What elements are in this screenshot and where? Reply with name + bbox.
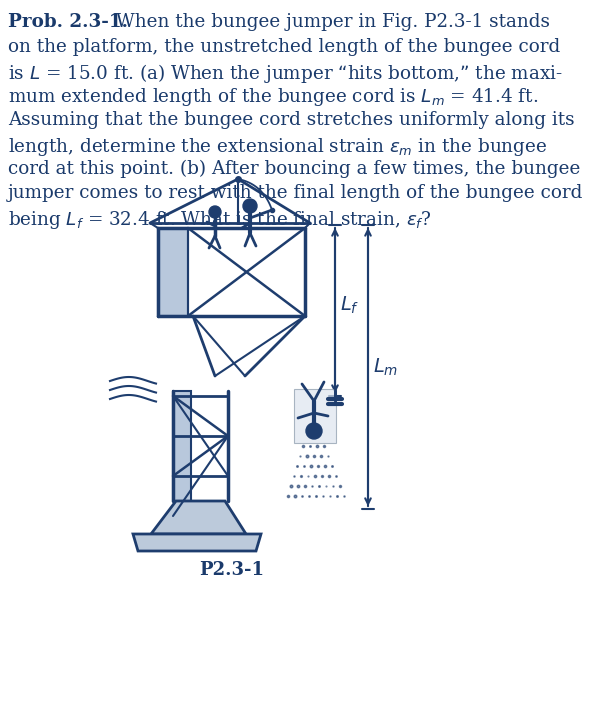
Text: mum extended length of the bungee cord is $L_m$ = 41.4 ft.: mum extended length of the bungee cord i… xyxy=(8,87,538,109)
Polygon shape xyxy=(151,501,246,534)
Polygon shape xyxy=(173,391,191,501)
Text: P2.3-1: P2.3-1 xyxy=(199,561,265,579)
Polygon shape xyxy=(133,534,261,551)
Text: When the bungee jumper in Fig. P2.3-1 stands: When the bungee jumper in Fig. P2.3-1 st… xyxy=(110,13,550,31)
Text: $L_f$: $L_f$ xyxy=(340,295,359,316)
Text: Assuming that the bungee cord stretches uniformly along its: Assuming that the bungee cord stretches … xyxy=(8,111,575,129)
Text: cord at this point. (b) After bouncing a few times, the bungee: cord at this point. (b) After bouncing a… xyxy=(8,160,580,178)
Circle shape xyxy=(243,199,257,213)
Text: on the platform, the unstretched length of the bungee cord: on the platform, the unstretched length … xyxy=(8,37,560,56)
Text: being $L_f$ = 32.4 ft. What is the final strain, $\epsilon_f$?: being $L_f$ = 32.4 ft. What is the final… xyxy=(8,209,432,231)
Text: is $L$ = 15.0 ft. (a) When the jumper “hits bottom,” the maxi-: is $L$ = 15.0 ft. (a) When the jumper “h… xyxy=(8,62,563,85)
Polygon shape xyxy=(158,228,188,316)
Text: length, determine the extensional strain $\epsilon_m$ in the bungee: length, determine the extensional strain… xyxy=(8,136,547,157)
FancyBboxPatch shape xyxy=(294,389,336,443)
Text: $L_m$: $L_m$ xyxy=(373,357,398,378)
Circle shape xyxy=(209,206,221,218)
Text: Prob. 2.3-1.: Prob. 2.3-1. xyxy=(8,13,128,31)
Text: jumper comes to rest with the final length of the bungee cord: jumper comes to rest with the final leng… xyxy=(8,184,583,203)
Circle shape xyxy=(306,423,322,439)
